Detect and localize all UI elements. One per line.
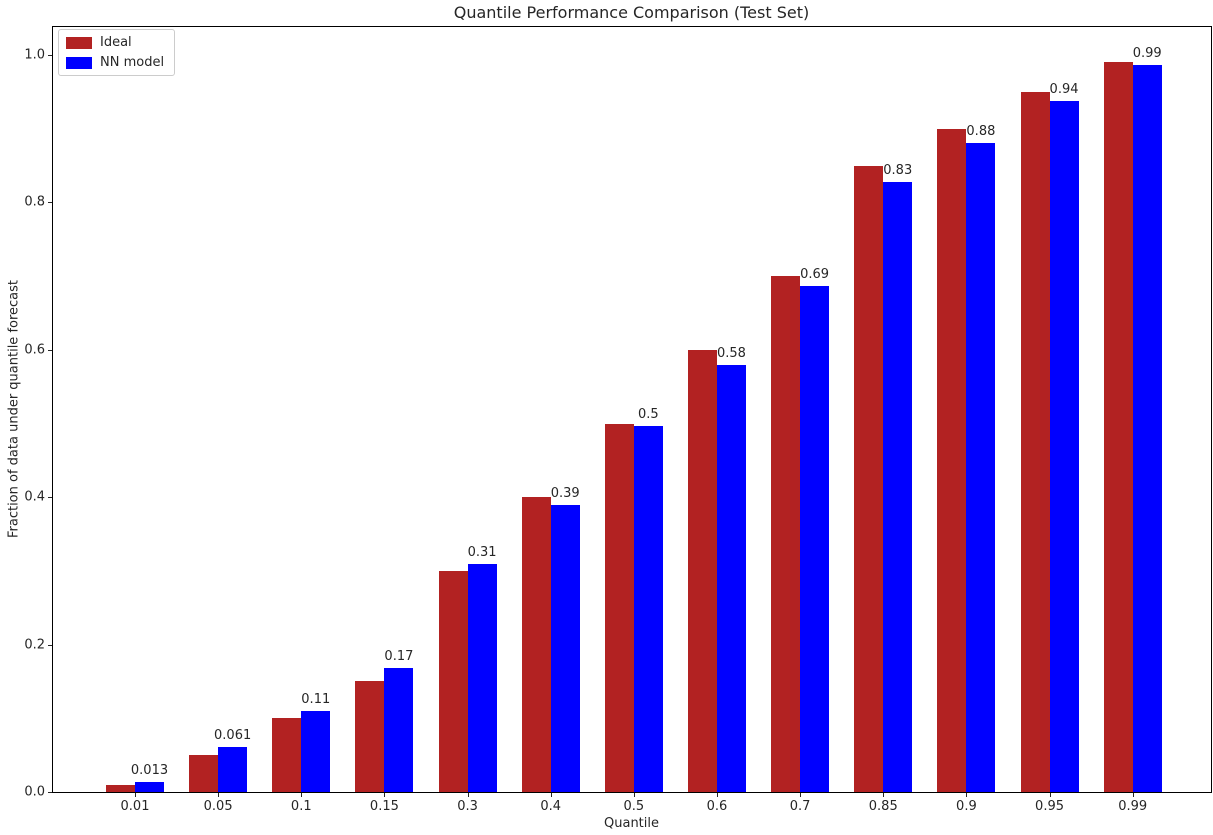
bar-nn-model	[1049, 101, 1079, 792]
bar-nn-model	[883, 181, 913, 792]
x-tick-label: 0.5	[623, 799, 645, 814]
x-tick-label: 0.99	[1118, 799, 1148, 814]
x-tick-mark	[384, 793, 386, 797]
legend-swatch-nn-model	[66, 56, 92, 69]
bar-value-label: 0.99	[1132, 46, 1162, 62]
y-tick-label: 0.6	[24, 342, 45, 358]
x-tick-mark	[1049, 793, 1051, 797]
y-axis-label-text: Fraction of data under quantile forecast	[6, 279, 22, 539]
bar-value-label: 0.94	[1049, 82, 1079, 98]
bar-ideal	[355, 681, 385, 792]
x-tick-label: 0.85	[868, 799, 898, 814]
legend-item: NN model	[66, 55, 164, 70]
left-spine	[52, 26, 53, 793]
y-tick-label: 0.8	[24, 194, 45, 210]
x-tick-mark	[1132, 793, 1134, 797]
bar-value-label: 0.061	[214, 728, 252, 744]
x-tick-mark	[218, 793, 220, 797]
x-tick-mark	[550, 793, 552, 797]
y-tick-mark	[48, 497, 52, 499]
bar-value-label: 0.17	[384, 649, 414, 665]
legend-swatch-ideal	[66, 36, 92, 49]
legend-label: Ideal	[100, 35, 132, 50]
x-tick-mark	[966, 793, 968, 797]
x-tick-label: 0.95	[1035, 799, 1065, 814]
x-tick-mark	[800, 793, 802, 797]
bar-value-label: 0.69	[800, 266, 830, 282]
x-tick-label: 0.15	[369, 799, 399, 814]
bar-nn-model	[633, 426, 663, 792]
y-tick-mark	[48, 644, 52, 646]
bar-nn-model	[550, 504, 580, 792]
bar-ideal	[521, 497, 551, 792]
y-tick-label: 0.2	[24, 637, 45, 653]
bar-value-label: 0.013	[130, 763, 169, 779]
bar-ideal	[771, 276, 801, 792]
x-tick-label: 0.6	[706, 799, 728, 814]
bar-ideal	[854, 165, 884, 792]
bar-value-label: 0.31	[467, 544, 497, 560]
bar-ideal	[106, 784, 135, 792]
bar-nn-model	[966, 142, 996, 792]
bar-nn-model	[301, 710, 331, 792]
bar-value-label: 0.39	[550, 485, 580, 501]
x-tick-mark	[301, 793, 303, 797]
bar-ideal	[1020, 91, 1050, 792]
x-tick-label: 0.7	[789, 799, 811, 814]
x-tick-label: 0.9	[956, 799, 977, 814]
x-tick-label: 0.4	[540, 799, 562, 814]
x-tick-mark	[883, 793, 885, 797]
legend: Ideal NN model	[58, 29, 176, 76]
x-tick-label: 0.05	[203, 799, 233, 814]
bar-ideal	[438, 570, 468, 792]
bar-value-label: 0.58	[716, 345, 746, 361]
x-tick-label: 0.01	[120, 799, 150, 814]
y-tick-mark	[48, 792, 52, 793]
bar-nn-model	[384, 668, 414, 792]
y-tick-mark	[48, 349, 52, 351]
x-tick-label: 0.3	[457, 799, 478, 814]
bar-nn-model	[135, 782, 164, 792]
x-tick-mark	[135, 793, 136, 797]
bar-ideal	[687, 349, 717, 792]
bar-nn-model	[218, 747, 248, 792]
bar-nn-model	[800, 285, 830, 792]
y-tick-label: 0.0	[24, 784, 45, 800]
bar-ideal	[604, 423, 634, 792]
bar-nn-model	[1132, 65, 1162, 792]
bar-ideal	[1103, 62, 1133, 792]
y-tick-mark	[48, 55, 52, 56]
bar-nn-model	[467, 563, 497, 792]
bar-value-label: 0.83	[883, 162, 913, 178]
chart-title: Quantile Performance Comparison (Test Se…	[453, 3, 810, 22]
bottom-spine	[52, 792, 1212, 793]
right-spine	[1211, 26, 1212, 793]
legend-label: NN model	[100, 55, 165, 70]
bar-value-label: 0.11	[301, 691, 331, 707]
x-axis-label: Quantile	[604, 816, 659, 831]
x-tick-mark	[467, 793, 469, 797]
bar-ideal	[272, 718, 302, 792]
x-tick-mark	[716, 793, 718, 797]
bar-value-label: 0.88	[966, 123, 996, 139]
x-tick-label: 0.1	[290, 799, 312, 814]
y-tick-mark	[48, 202, 52, 204]
bar-ideal	[937, 128, 967, 792]
bar-nn-model	[716, 364, 746, 792]
x-tick-mark	[633, 793, 635, 797]
legend-item: Ideal	[66, 35, 164, 50]
bar-ideal	[189, 755, 219, 792]
top-spine	[52, 26, 1212, 27]
bar-value-label: 0.5	[637, 407, 659, 423]
y-tick-label: 0.4	[24, 489, 45, 505]
y-tick-label: 1.0	[24, 47, 45, 63]
